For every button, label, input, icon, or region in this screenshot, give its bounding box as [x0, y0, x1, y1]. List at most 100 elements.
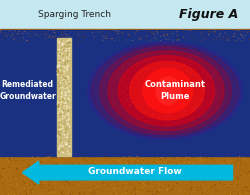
- Point: [62, 65, 66, 68]
- Point: [101, 182, 105, 185]
- Point: [125, 85, 129, 88]
- Point: [118, 78, 122, 81]
- Point: [61, 40, 65, 43]
- Point: [79, 161, 83, 164]
- Point: [105, 179, 109, 182]
- Point: [62, 193, 66, 195]
- Point: [8, 157, 12, 160]
- Point: [64, 83, 68, 86]
- Point: [56, 101, 60, 104]
- Point: [148, 172, 152, 176]
- Point: [184, 129, 188, 132]
- Point: [121, 38, 125, 42]
- Point: [65, 151, 69, 154]
- Point: [136, 55, 140, 58]
- Point: [192, 36, 196, 39]
- Point: [55, 29, 59, 32]
- Point: [62, 57, 66, 60]
- Point: [122, 111, 126, 114]
- Point: [178, 168, 182, 171]
- Point: [110, 176, 114, 180]
- Point: [66, 125, 70, 128]
- Point: [133, 115, 137, 118]
- Point: [168, 176, 172, 179]
- Point: [200, 177, 204, 181]
- Point: [64, 41, 68, 44]
- Point: [3, 32, 7, 35]
- Point: [62, 46, 66, 49]
- Point: [236, 155, 240, 158]
- Point: [26, 189, 30, 192]
- Point: [73, 159, 77, 162]
- Point: [98, 159, 102, 162]
- Point: [73, 157, 77, 160]
- Point: [12, 174, 16, 177]
- Point: [90, 31, 94, 34]
- Point: [133, 162, 137, 165]
- Point: [162, 191, 166, 194]
- Point: [147, 31, 151, 34]
- Point: [201, 191, 205, 194]
- Point: [142, 49, 146, 52]
- Point: [58, 134, 62, 137]
- Point: [128, 35, 132, 38]
- Point: [45, 163, 49, 166]
- Point: [187, 71, 191, 74]
- Point: [64, 61, 68, 64]
- Point: [155, 124, 159, 127]
- Point: [199, 186, 203, 189]
- Point: [156, 49, 160, 52]
- Point: [161, 128, 165, 131]
- Point: [46, 160, 50, 163]
- Point: [0, 29, 3, 32]
- Point: [136, 186, 140, 189]
- Point: [68, 144, 72, 147]
- Point: [226, 38, 230, 41]
- Point: [166, 49, 170, 52]
- Point: [230, 81, 234, 84]
- Point: [118, 31, 122, 34]
- Point: [56, 73, 60, 76]
- Point: [210, 74, 214, 77]
- Point: [188, 193, 192, 195]
- Point: [66, 106, 70, 110]
- Point: [64, 47, 68, 50]
- Point: [94, 31, 98, 34]
- Point: [178, 113, 182, 116]
- Point: [229, 99, 233, 103]
- Point: [68, 148, 72, 151]
- Point: [158, 65, 162, 68]
- Point: [107, 167, 111, 170]
- Point: [66, 121, 70, 124]
- Point: [66, 112, 70, 115]
- Point: [232, 190, 236, 193]
- Point: [64, 119, 68, 122]
- Point: [204, 183, 208, 186]
- Point: [238, 193, 242, 195]
- Point: [108, 34, 112, 37]
- Point: [196, 105, 200, 108]
- Point: [214, 187, 218, 190]
- Point: [87, 181, 91, 184]
- Point: [60, 109, 64, 112]
- Point: [62, 137, 66, 140]
- Point: [187, 184, 191, 187]
- Point: [170, 132, 174, 135]
- Point: [93, 180, 97, 183]
- Point: [182, 161, 186, 164]
- Point: [93, 189, 97, 192]
- Point: [56, 51, 60, 54]
- Point: [199, 186, 203, 189]
- Point: [146, 52, 150, 55]
- Point: [211, 111, 215, 114]
- Point: [56, 155, 60, 159]
- Point: [91, 179, 95, 182]
- Point: [214, 93, 218, 96]
- Point: [162, 166, 166, 169]
- Point: [119, 104, 123, 107]
- Point: [59, 180, 63, 183]
- Point: [63, 116, 67, 119]
- Point: [59, 66, 63, 69]
- Point: [146, 57, 150, 60]
- Point: [115, 101, 119, 104]
